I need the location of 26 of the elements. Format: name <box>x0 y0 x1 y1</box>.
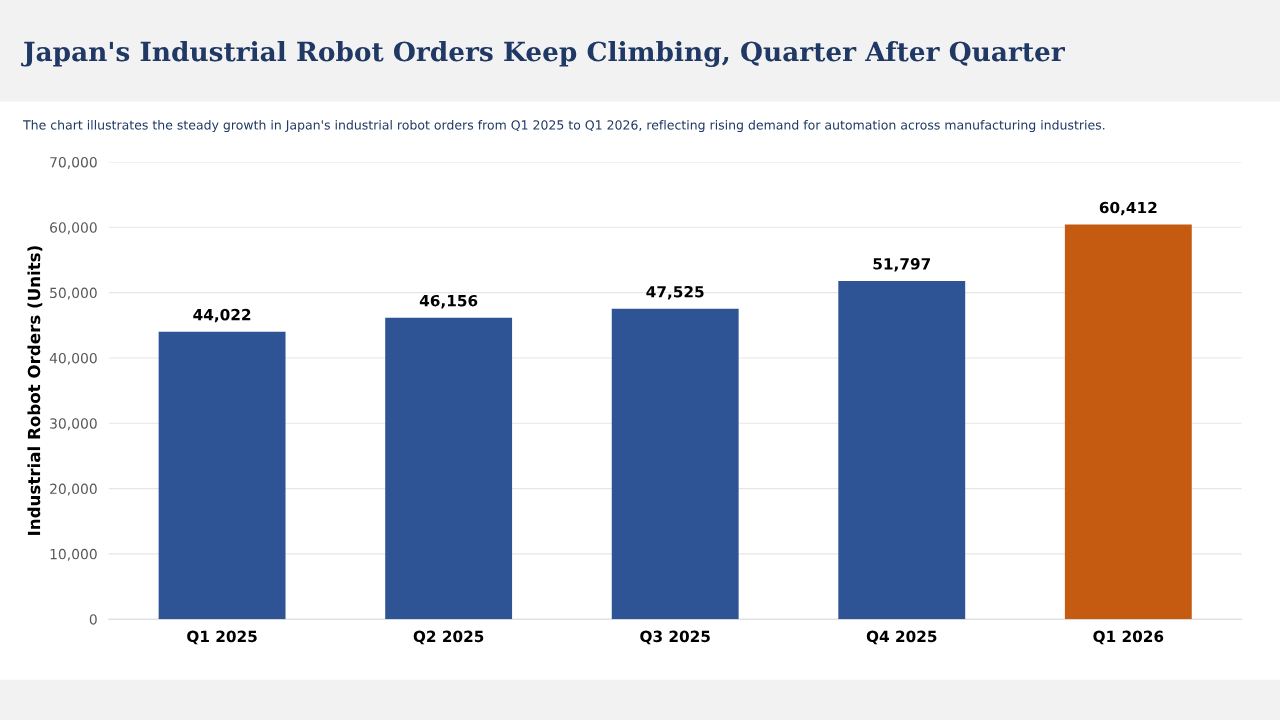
y-tick-label: 20,000 <box>50 483 97 496</box>
x-tick-label: Q4 2025 <box>866 630 937 645</box>
y-axis-title: Industrial Robot Orders (Units) <box>27 246 43 535</box>
x-tick-label: Q1 2025 <box>187 630 257 645</box>
bar <box>385 317 513 620</box>
data-label: 47,525 <box>646 285 704 300</box>
y-tick-label: 30,000 <box>50 418 97 431</box>
y-tick-label: 0 <box>89 614 97 625</box>
bar <box>158 331 286 620</box>
y-tick-label: 60,000 <box>50 222 97 235</box>
bar <box>838 280 966 620</box>
data-label: 60,412 <box>1099 201 1157 216</box>
bar <box>1064 224 1192 620</box>
data-label: 51,797 <box>873 258 931 272</box>
y-tick-label: 10,000 <box>50 548 97 561</box>
y-tick-label: 70,000 <box>50 156 97 169</box>
y-tick-label: 40,000 <box>49 352 97 365</box>
y-tick-label: 50,000 <box>50 287 97 300</box>
x-tick-label: Q2 2025 <box>413 630 484 645</box>
data-label: 44,022 <box>193 308 251 323</box>
chart-title: Japan's Industrial Robot Orders Keep Climbing, Quarter After Quarter <box>21 41 1065 67</box>
data-label: 46,156 <box>419 294 478 309</box>
bar <box>611 308 739 620</box>
x-tick-label: Q1 2026 <box>1093 630 1164 645</box>
x-tick-label: Q3 2025 <box>640 630 710 645</box>
chart-subtitle: The chart illustrates the steady growth in Japan's industrial robot orders from Q1 2025 to Q1 2026, reflecting rising demand for automation across manufacturing industries. <box>23 119 1105 133</box>
